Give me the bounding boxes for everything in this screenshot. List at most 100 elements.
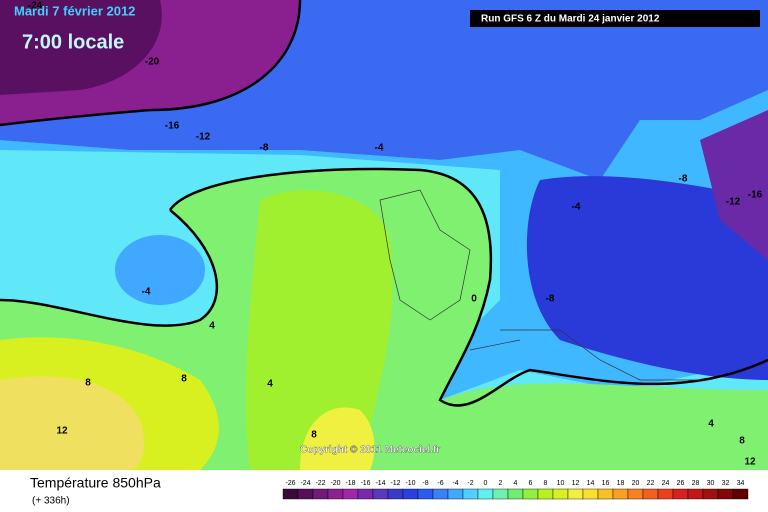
scale-tick-label: 26 xyxy=(677,480,685,487)
scale-tick-label: 18 xyxy=(617,480,625,487)
scale-tick-label: 20 xyxy=(632,480,640,487)
scale-tick-label: 10 xyxy=(557,480,565,487)
scale-swatch xyxy=(507,488,524,500)
scale-swatch xyxy=(342,488,359,500)
contour-label: 12 xyxy=(744,457,756,468)
contour-label: -4 xyxy=(572,202,581,213)
scale-swatch xyxy=(552,488,569,500)
scale-swatch xyxy=(597,488,614,500)
scale-swatch xyxy=(567,488,584,500)
coastline xyxy=(379,189,700,381)
scale-swatch xyxy=(702,488,719,500)
scale-swatch xyxy=(447,488,464,500)
scale-swatch xyxy=(717,488,734,500)
scale-swatch xyxy=(327,488,344,500)
scale-swatch xyxy=(687,488,704,500)
scale-swatch xyxy=(402,488,419,500)
scale-swatch xyxy=(462,488,479,500)
scale-swatch xyxy=(732,488,749,500)
scale-swatch xyxy=(387,488,404,500)
contour-label: -4 xyxy=(375,143,384,154)
scale-tick-label: -18 xyxy=(345,480,355,487)
contour-label: -8 xyxy=(260,143,269,154)
scale-swatch xyxy=(282,488,299,500)
scale-tick-label: 16 xyxy=(602,480,610,487)
scale-swatch xyxy=(357,488,374,500)
zone-yellow-green xyxy=(245,190,393,471)
map xyxy=(0,0,768,471)
scale-tick-label: 28 xyxy=(692,480,700,487)
contour-cold xyxy=(0,0,302,127)
contour-label: 8 xyxy=(181,374,187,385)
contour-labels: -24 -20 -16 -12 -8 -4 -4 4 8 8 4 12 8 0 -8 -4 -8 -12 -16 4 8… xyxy=(28,1,763,468)
scale-swatch xyxy=(312,488,329,500)
scale-swatch xyxy=(417,488,434,500)
contour-label: 4 xyxy=(209,321,215,332)
contour-label: -12 xyxy=(196,132,211,143)
scale-swatch xyxy=(297,488,314,500)
contour-label: -16 xyxy=(165,121,180,132)
scale-tick-label: -16 xyxy=(360,480,370,487)
scale-tick-label: 34 xyxy=(737,480,745,487)
scale-swatch xyxy=(432,488,449,500)
contour-label: 8 xyxy=(739,436,745,447)
run-box xyxy=(470,10,760,27)
contour-label: -20 xyxy=(145,57,160,68)
scale-tick-label: -2 xyxy=(467,480,473,487)
zone-blue-east xyxy=(526,176,768,380)
time: 7:00 locale xyxy=(22,31,124,53)
contour-label: -8 xyxy=(546,294,555,305)
scale-tick-label: 22 xyxy=(647,480,655,487)
color-scale: -26 -24 -22 -20 -18 -16 -14 -12 -10 -8 -6 -4 -2 0 2 4 6 8… xyxy=(282,480,749,500)
contour-label: -12 xyxy=(726,197,741,208)
scale-tick-label: -10 xyxy=(405,480,415,487)
contour-label: 4 xyxy=(267,379,273,390)
scale-tick-label: 32 xyxy=(722,480,730,487)
contour-label: -4 xyxy=(142,287,151,298)
scale-swatch xyxy=(612,488,629,500)
contour-label: 12 xyxy=(56,426,68,437)
scale-tick-label: -14 xyxy=(375,480,385,487)
scale-swatch xyxy=(627,488,644,500)
contour-label: -24 xyxy=(28,1,43,12)
scale-tick-label: 6 xyxy=(529,480,533,487)
zone-warm xyxy=(0,376,145,470)
zone-cold-pool xyxy=(115,235,205,305)
scale-tick-label: -4 xyxy=(452,480,458,487)
scale-tick-label: -26 xyxy=(285,480,295,487)
scale-tick-label: 4 xyxy=(514,480,518,487)
scale-swatch xyxy=(492,488,509,500)
zone-warm-spot xyxy=(300,407,375,470)
scale-swatch xyxy=(642,488,659,500)
zone-violet-east xyxy=(700,110,768,260)
date: Mardi 7 février 2012 xyxy=(14,3,135,18)
scale-swatch xyxy=(657,488,674,500)
scale-tick-label: 2 xyxy=(499,480,503,487)
contour-label: 8 xyxy=(311,430,317,441)
footer-lead: (+ 336h) xyxy=(32,496,70,507)
scale-tick-label: -8 xyxy=(422,480,428,487)
run: Run GFS 6 Z du Mardi 24 janvier 2012 xyxy=(481,14,660,25)
contour-label: -8 xyxy=(679,174,688,185)
scale-tick-label: 12 xyxy=(572,480,580,487)
contour-label: 0 xyxy=(471,294,477,305)
contour-label: -16 xyxy=(748,190,763,201)
scale-swatch xyxy=(372,488,389,500)
scale-tick-label: 0 xyxy=(484,480,488,487)
scale-tick-label: 24 xyxy=(662,480,670,487)
scale-tick-label: -6 xyxy=(437,480,443,487)
scale-tick-label: 8 xyxy=(544,480,548,487)
scale-tick-label: -20 xyxy=(330,480,340,487)
scale-tick-label: 30 xyxy=(707,480,715,487)
contour-zero xyxy=(0,167,768,407)
scale-tick-label: -12 xyxy=(390,480,400,487)
scale-swatch xyxy=(477,488,494,500)
scale-swatch xyxy=(582,488,599,500)
scale-swatch xyxy=(537,488,554,500)
footer-title: Température 850hPa xyxy=(30,475,161,491)
contour-label: 4 xyxy=(708,419,714,430)
scale-tick-label: -22 xyxy=(315,480,325,487)
scale-tick-label: -24 xyxy=(300,480,310,487)
